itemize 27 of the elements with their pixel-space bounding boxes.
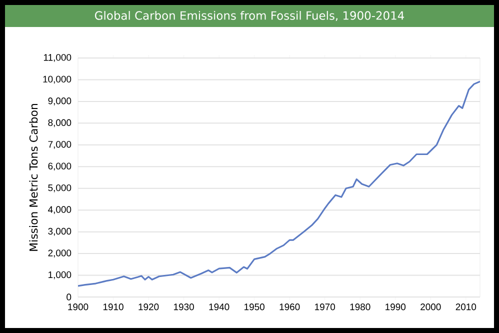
x-tick-label: 1960 (280, 304, 300, 310)
y-tick-label: 8,000 (48, 119, 72, 128)
x-tick-label: 1930 (174, 304, 194, 310)
y-tick-label: 5,000 (48, 184, 72, 192)
x-tick-label: 2000 (420, 304, 441, 310)
y-tick-label: 1,000 (48, 271, 72, 280)
x-tick-label: 1980 (350, 304, 370, 310)
x-tick-label: 1950 (244, 304, 264, 310)
y-tick-label: 7,000 (48, 141, 72, 149)
y-tick-label: 2,000 (48, 250, 72, 258)
x-tick-label: 1990 (386, 304, 406, 310)
x-tick-label: 1910 (103, 304, 124, 310)
x-tick-label: 2010 (456, 304, 476, 310)
x-tick-label: 1940 (209, 304, 230, 310)
y-axis-title: Mission Metric Tons Carbon (29, 104, 38, 251)
y-tick-label: 0 (66, 294, 72, 300)
y-tick-label: 9,000 (48, 98, 72, 106)
x-tick-label: 1970 (315, 304, 335, 310)
y-tick-label: 4,000 (48, 206, 72, 214)
y-tick-label: 6,000 (48, 162, 72, 171)
chart-title: Global Carbon Emissions from Fossil Fuels, 1900-2014 (95, 10, 404, 22)
y-tick-label: 3,000 (48, 228, 72, 236)
x-tick-label: 1920 (138, 304, 159, 310)
y-tick-label: 11,000 (44, 54, 72, 62)
line-series (78, 80, 480, 287)
y-tick-label: 10,000 (43, 76, 72, 84)
x-tick-label: 1900 (68, 304, 88, 310)
